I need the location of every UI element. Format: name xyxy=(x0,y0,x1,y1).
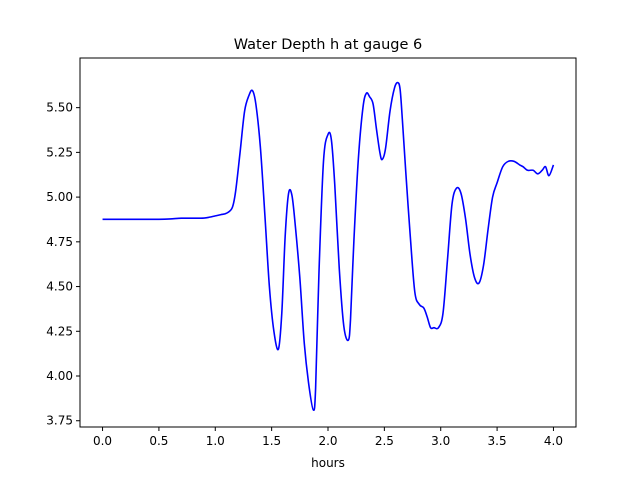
x-tick-label: 4.0 xyxy=(544,434,563,448)
x-tick-label: 3.5 xyxy=(488,434,507,448)
x-tick-label: 2.5 xyxy=(375,434,394,448)
x-tick-label: 1.5 xyxy=(262,434,281,448)
y-tick-label: 5.25 xyxy=(46,145,73,159)
plot-area xyxy=(102,81,555,411)
y-tick-label: 4.75 xyxy=(46,235,73,249)
chart-title: Water Depth h at gauge 6 xyxy=(234,37,422,53)
y-tick-label: 4.25 xyxy=(46,324,73,338)
y-tick-label: 3.75 xyxy=(46,414,73,428)
x-tick-label: 2.0 xyxy=(318,434,337,448)
y-axis: 3.75 4.00 4.25 4.50 4.75 5.00 5.25 5.50 xyxy=(46,101,80,428)
x-tick-label: 3.0 xyxy=(431,434,450,448)
y-tick-label: 4.00 xyxy=(46,369,73,383)
x-tick-label: 0.0 xyxy=(93,434,112,448)
y-tick-label: 4.50 xyxy=(46,280,73,294)
x-tick-label: 1.0 xyxy=(206,434,225,448)
y-tick-label: 5.50 xyxy=(46,101,73,115)
x-axis-label: hours xyxy=(311,456,345,470)
x-tick-label: 0.5 xyxy=(149,434,168,448)
series-line-0 xyxy=(102,81,555,411)
y-tick-label: 5.00 xyxy=(46,190,73,204)
x-axis: 0.0 0.5 1.0 1.5 2.0 2.5 3.0 3.5 4.0 xyxy=(93,427,563,448)
